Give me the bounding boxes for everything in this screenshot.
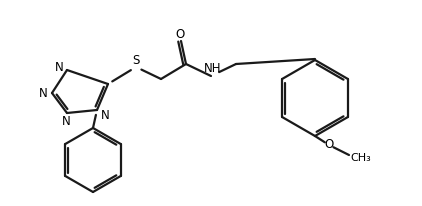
Text: S: S: [133, 54, 140, 67]
Text: NH: NH: [204, 62, 222, 75]
Text: O: O: [176, 27, 185, 41]
Text: N: N: [39, 87, 47, 99]
Text: O: O: [325, 138, 334, 151]
Text: CH₃: CH₃: [351, 153, 371, 163]
Text: N: N: [100, 109, 109, 122]
Text: N: N: [54, 61, 63, 74]
Text: N: N: [62, 115, 70, 128]
